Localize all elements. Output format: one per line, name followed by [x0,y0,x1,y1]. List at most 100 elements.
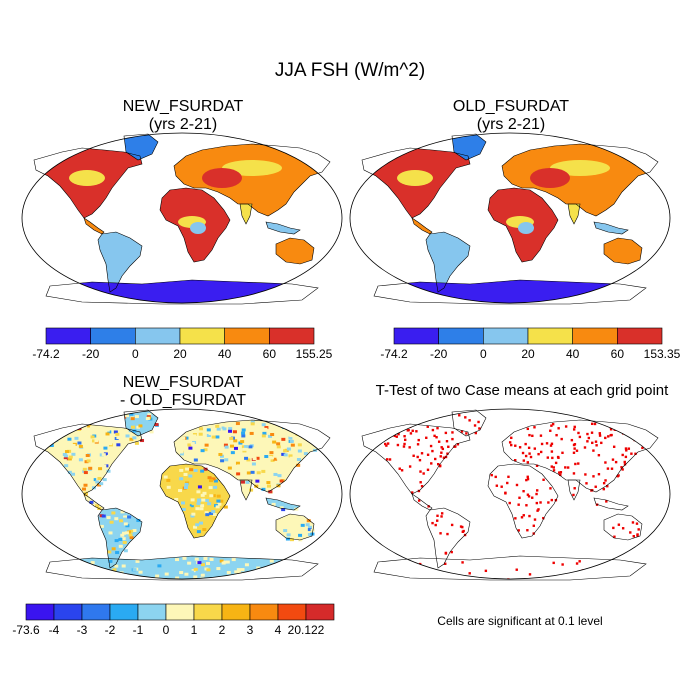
diff-cell [297,449,302,453]
significant-cell [442,456,446,459]
diff-cell [195,507,200,511]
diff-cell [101,514,106,518]
significant-cell [511,580,513,582]
diff-cell [193,469,198,473]
diff-cell [288,563,293,567]
diff-cell [71,443,76,447]
significant-cell [550,424,553,427]
diff-cell [174,497,179,501]
significant-cell [528,573,532,576]
diff-cell [108,559,113,563]
diff-cell [240,440,245,444]
colorbar-tick-label: 20.122 [288,623,325,637]
significant-cell [554,461,558,465]
diff-cell [123,549,128,553]
significant-cell [522,489,525,493]
colorbar-swatch [483,327,529,345]
diff-cell [46,434,51,438]
significant-cell [426,453,430,456]
colorbar-tick-label: 60 [263,347,277,361]
significant-cell [621,468,624,471]
diff-cell [175,558,180,562]
colorbar-swatch [224,327,270,345]
diff-cell [255,479,260,483]
diff-cell [213,479,218,483]
diff-cell [216,499,221,503]
significant-cell [537,452,540,456]
significant-cell [417,489,421,493]
significant-cell [508,441,512,444]
diff-cell [230,444,235,448]
diff-cell [78,444,83,448]
diff-cell [179,450,184,454]
diff-cell [197,571,202,575]
diff-cell [271,568,276,572]
significant-cell [635,522,639,525]
diff-cell [288,560,293,564]
colorbar-tick-label: 40 [218,347,232,361]
diff-cell [266,481,271,485]
diff-cell [229,434,234,438]
diff-cell [250,420,255,424]
diff-cell [39,444,44,448]
diff-cell [274,568,279,572]
diff-cell [255,456,260,460]
diff-cell [294,507,299,511]
diff-cell [209,427,214,431]
significant-cell [598,434,602,437]
diff-cell [252,481,257,485]
significant-cell [398,467,401,470]
significant-cell [451,437,454,441]
diff-cell [121,577,126,579]
diff-cell [254,484,259,488]
diff-cell [118,537,123,541]
diff-cell [191,512,196,516]
diff-cell [281,452,286,456]
diff-cell [85,464,90,468]
diff-cell [293,432,298,436]
diff-cell [236,472,241,476]
significant-cell [524,454,528,458]
diff-cell [286,425,291,429]
diff-cell [211,510,216,514]
colorbar-swatch [269,327,315,345]
diff-cell [95,480,100,484]
diff-cell [47,432,52,436]
diff-cell [176,451,181,455]
diff-cell [261,487,266,491]
significant-cell [522,459,526,462]
diff-cell [291,566,296,570]
diff-cell [220,459,225,463]
significant-cell [620,466,623,469]
diff-cell [188,446,193,450]
colorbar-tick-label: 3 [247,623,254,637]
diff-cell [288,436,293,440]
significant-cell [542,478,545,481]
significant-cell [526,529,529,532]
diff-cell [129,412,134,416]
diff-cell [118,578,123,579]
diff-cell [223,560,228,564]
significant-cell [506,481,509,485]
diff-cell [125,414,130,418]
diff-cell [90,435,95,439]
diff-cell [240,467,245,471]
significant-cell [426,425,429,428]
map-ttest-significant-cells [368,414,657,582]
diff-cell [70,439,75,443]
colorbar-swatch [45,327,91,345]
diff-cell [292,460,297,464]
diff-cell [273,457,278,461]
diff-cell [178,489,183,493]
map-diff [21,408,343,581]
significant-cell [465,432,468,435]
diff-cell [268,422,273,426]
significant-cell [510,443,513,447]
significant-cell [411,429,414,433]
significant-cell [517,503,520,506]
diff-cell [88,568,93,572]
significant-cell [609,434,612,437]
diff-cell [285,537,290,541]
significant-cell [632,535,635,538]
significant-cell [412,454,415,457]
